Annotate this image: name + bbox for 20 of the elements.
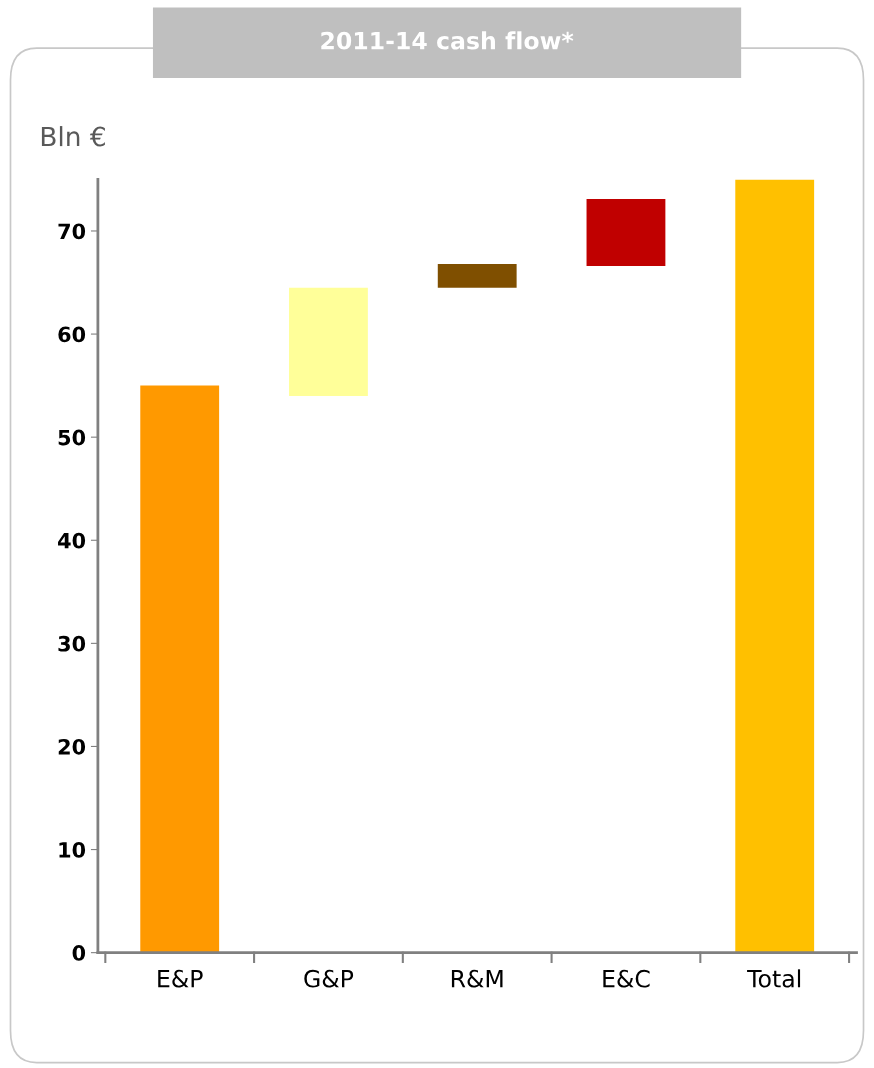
y-tick-label: 60 xyxy=(58,326,86,343)
bar xyxy=(586,199,666,267)
y-tick-label: 20 xyxy=(58,738,86,755)
x-tick-label: E&C xyxy=(603,969,650,988)
y-tick-label: 70 xyxy=(58,223,86,240)
x-tick-label: R&M xyxy=(451,969,503,988)
y-axis-title: Bln € xyxy=(41,126,105,147)
y-tick-label: 50 xyxy=(58,429,86,446)
bar xyxy=(437,263,517,288)
x-tick-label: Total xyxy=(747,969,801,988)
y-tick-label: 30 xyxy=(58,635,86,652)
y-tick-label: 40 xyxy=(58,532,86,549)
y-tick-label: 10 xyxy=(59,842,86,858)
bar xyxy=(140,385,220,953)
y-tick-label: 0 xyxy=(72,945,86,961)
bar xyxy=(735,179,815,953)
x-tick-label: G&P xyxy=(304,969,354,988)
chart-title: 2011-14 cash flow* xyxy=(321,31,574,50)
x-tick-label: E&P xyxy=(158,969,203,988)
bar xyxy=(289,287,368,396)
